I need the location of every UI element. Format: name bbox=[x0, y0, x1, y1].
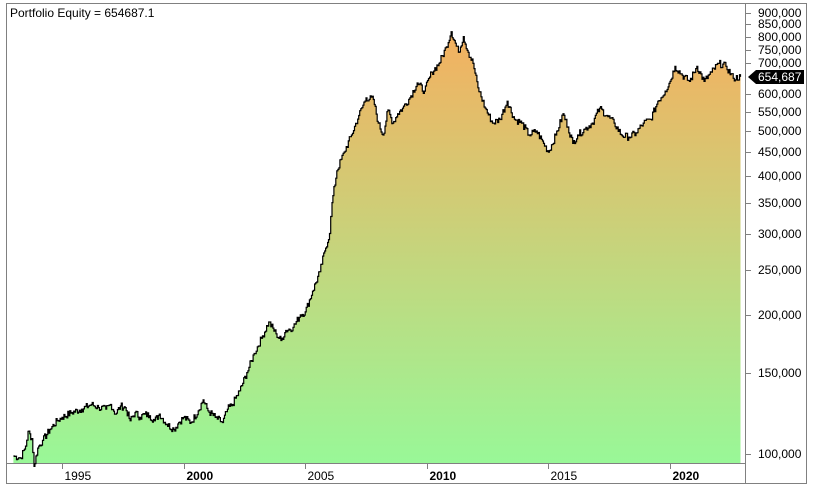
x-tick-label: 2010 bbox=[429, 469, 457, 483]
y-tick-label: 250,000 bbox=[758, 263, 802, 277]
y-tick-label: 700,000 bbox=[758, 56, 802, 70]
x-axis-ticks bbox=[62, 464, 671, 469]
y-tick-label: 150,000 bbox=[758, 366, 802, 380]
y-tick-label: 350,000 bbox=[758, 196, 802, 210]
y-tick-label: 900,000 bbox=[758, 6, 802, 20]
y-tick-label: 100,000 bbox=[758, 447, 802, 461]
y-tick-label: 200,000 bbox=[758, 308, 802, 322]
y-tick-label: 600,000 bbox=[758, 87, 802, 101]
y-tick-label: 500,000 bbox=[758, 124, 802, 138]
chart-title: Portfolio Equity = 654687.1 bbox=[10, 6, 155, 20]
y-tick-label: 400,000 bbox=[758, 169, 802, 183]
y-tick-label: 550,000 bbox=[758, 105, 802, 119]
x-tick-label: 1995 bbox=[64, 469, 92, 483]
y-tick-label: 450,000 bbox=[758, 145, 802, 159]
y-axis-ticks bbox=[746, 13, 751, 455]
x-tick-label: 2000 bbox=[186, 469, 214, 483]
x-tick-label: 2005 bbox=[307, 469, 335, 483]
last-value-badge: 654,687 bbox=[756, 69, 805, 84]
x-tick-label: 2020 bbox=[672, 469, 700, 483]
y-tick-label: 800,000 bbox=[758, 30, 802, 44]
y-tick-label: 850,000 bbox=[758, 17, 802, 31]
x-tick-label: 2015 bbox=[550, 469, 578, 483]
equity-line bbox=[13, 31, 742, 467]
last-value-pointer-icon bbox=[748, 69, 756, 84]
equity-area bbox=[13, 31, 741, 467]
y-tick-label: 750,000 bbox=[758, 43, 802, 57]
y-tick-label: 300,000 bbox=[758, 227, 802, 241]
